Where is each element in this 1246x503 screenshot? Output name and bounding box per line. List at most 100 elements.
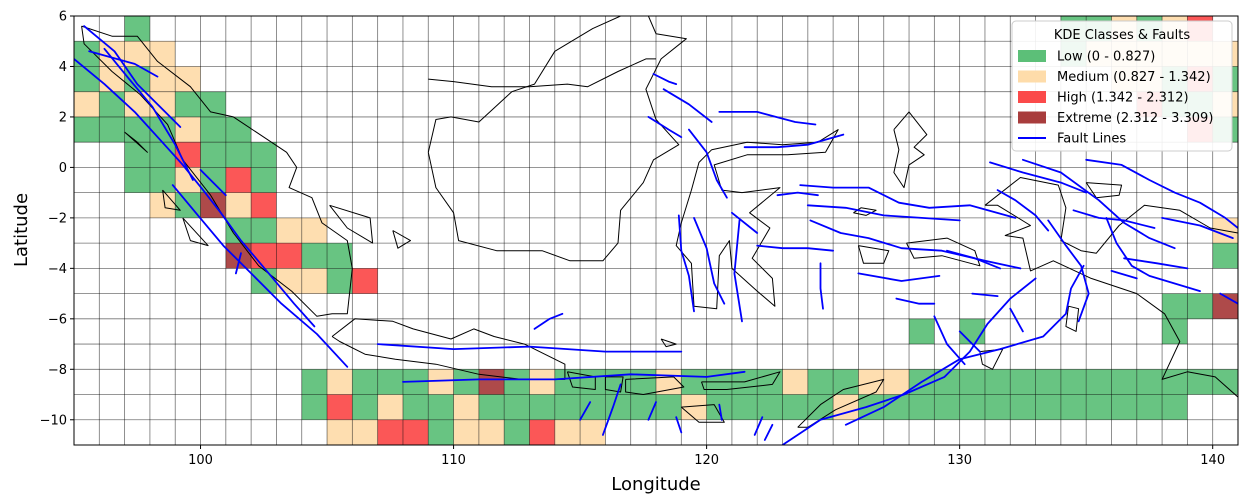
kde-cell-low — [504, 419, 530, 445]
kde-cell-high — [225, 167, 252, 193]
kde-cell-medium — [782, 369, 808, 395]
fault-line — [662, 88, 713, 123]
fault-line — [781, 277, 1037, 445]
kde-cell-high — [276, 243, 302, 269]
fault-line — [857, 272, 941, 282]
kde-cell-low — [428, 394, 454, 420]
legend-swatch-extreme — [1018, 111, 1046, 124]
kde-cell-low — [580, 394, 606, 420]
fault-line — [675, 416, 683, 434]
kde-cell-low — [984, 394, 1011, 420]
kde-cell-low — [1212, 369, 1238, 395]
legend-label-low: Low (0 - 0.827) — [1057, 50, 1155, 65]
kde-cell-low — [504, 369, 530, 395]
kde-cell-medium — [149, 91, 176, 117]
kde-cell-low — [909, 318, 935, 345]
kde-cell-low — [1010, 369, 1036, 395]
kde-cell-medium — [149, 41, 176, 67]
fault-line — [776, 191, 819, 197]
fault-line — [958, 330, 981, 353]
kde-cell-low — [529, 394, 555, 420]
kde-cell-high — [402, 419, 429, 445]
kde-cell-low — [1136, 394, 1163, 420]
kde-cell-medium — [554, 419, 581, 445]
kde-cell-medium — [74, 91, 100, 117]
x-tick-label: 110 — [441, 453, 466, 468]
kde-cell-low — [1187, 369, 1213, 395]
kde-cell-medium — [276, 217, 302, 244]
kde-cell-low — [251, 268, 277, 294]
kde-cell-low — [402, 394, 429, 420]
kde-cell-medium — [858, 369, 884, 395]
kde-cell-low — [200, 142, 226, 168]
kde-cell-medium — [656, 369, 682, 395]
fault-line — [1047, 219, 1090, 323]
fault-line — [652, 73, 678, 85]
fault-line — [946, 249, 1001, 270]
kde-cell-low — [1136, 369, 1163, 395]
fault-line — [579, 401, 592, 421]
plot-frame — [73, 15, 1239, 446]
kde-cell-medium — [301, 217, 328, 244]
kde-cell-low — [630, 394, 656, 420]
kde-cell-low — [1035, 394, 1061, 420]
kde-cell-medium — [883, 369, 910, 395]
kde-cell-medium — [529, 369, 555, 395]
fault-line — [743, 133, 845, 149]
fault-line — [718, 111, 817, 126]
y-tick-label: 0 — [59, 161, 67, 176]
fault-line — [402, 370, 746, 383]
coastline — [392, 230, 411, 249]
y-tick-label: 4 — [59, 60, 67, 75]
legend-swatch-low — [1018, 50, 1046, 62]
fault-line — [933, 315, 966, 366]
kde-cell-extreme — [478, 369, 505, 395]
fault-line — [718, 403, 723, 421]
fault-line — [1085, 158, 1238, 229]
kde-cell-low — [1212, 243, 1238, 269]
kde-cell-low — [959, 394, 985, 420]
fault-line — [74, 58, 316, 328]
kde-cell-low — [74, 116, 100, 143]
coastline — [428, 58, 656, 88]
kde-cell-medium — [327, 369, 353, 395]
kde-cell-medium — [175, 66, 201, 92]
kde-cell-high — [529, 419, 555, 445]
fault-line — [799, 184, 1017, 219]
legend-label-extreme: Extreme (2.312 - 3.309) — [1057, 111, 1213, 126]
kde-cell-low — [175, 91, 201, 117]
fault-line — [763, 423, 774, 441]
kde-cell-low — [428, 419, 454, 445]
kde-cell-low — [124, 142, 150, 168]
fault-line — [1009, 307, 1024, 333]
kde-cell-medium — [301, 268, 328, 294]
coastline — [162, 189, 181, 211]
fault-lines-layer — [74, 25, 1238, 445]
coastline — [566, 371, 596, 390]
coastlines-layer — [81, 16, 1238, 428]
kde-cell-low — [478, 394, 505, 420]
kde-cell-low — [1187, 293, 1213, 319]
kde-cell-medium — [327, 419, 353, 445]
fault-line — [647, 116, 683, 139]
kde-cell-low — [301, 243, 328, 269]
x-tick-label: 140 — [1200, 453, 1225, 468]
fault-line — [234, 252, 242, 275]
kde-cell-low — [251, 217, 277, 244]
fault-line — [602, 383, 622, 436]
legend: KDE Classes & Faults Low (0 - 0.827) Medi… — [1011, 20, 1233, 152]
fault-line — [647, 401, 657, 421]
legend-title: KDE Classes & Faults — [1054, 28, 1190, 43]
y-tick-label: −8 — [48, 363, 67, 378]
kde-cell-low — [251, 142, 277, 168]
fault-line — [1022, 158, 1176, 250]
coastline — [1065, 305, 1080, 332]
kde-cell-low — [200, 167, 226, 193]
kde-cell-low — [352, 369, 378, 395]
kde-cell-medium — [149, 192, 176, 218]
y-tick-label: 2 — [59, 110, 67, 125]
fault-line — [753, 416, 764, 436]
coastline — [701, 371, 781, 390]
fault-line — [844, 264, 1085, 426]
